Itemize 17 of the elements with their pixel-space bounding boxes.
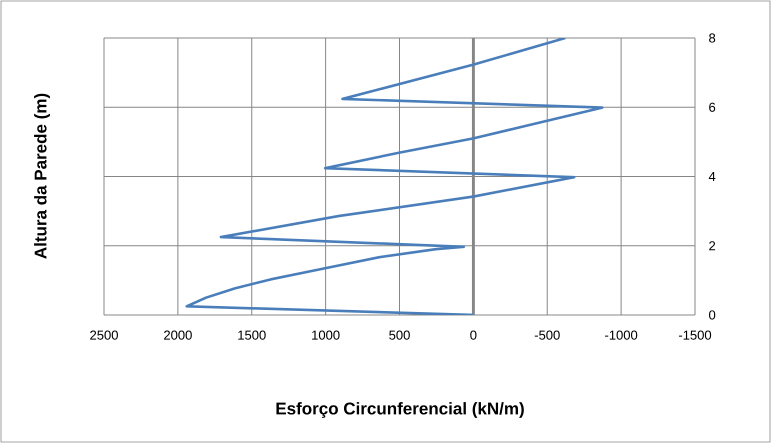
line-series [185, 38, 604, 315]
x-tick-label: 500 [389, 330, 410, 340]
y-tick-label: 2 [709, 241, 716, 250]
y-tick-label: 4 [708, 172, 716, 181]
x-tick-label: 2000 [164, 330, 192, 340]
x-tick-label: 2500 [90, 330, 118, 340]
y-axis-title: Altura da Parede (m) [34, 94, 50, 259]
x-tick-label: -1000 [605, 330, 638, 340]
x-tick-label: -500 [534, 330, 560, 340]
x-tick-label: 0 [470, 330, 476, 340]
y-tick-label: 6 [709, 102, 716, 112]
y-tick-label: 8 [709, 33, 716, 43]
x-tick-label: -1500 [678, 330, 712, 340]
x-tick-label: 1500 [238, 330, 266, 340]
x-tick-label: 1000 [312, 330, 340, 340]
x-axis-title: Esforço Circunferencial (kN/m) [276, 402, 524, 418]
y-tick-label: 0 [709, 310, 716, 320]
